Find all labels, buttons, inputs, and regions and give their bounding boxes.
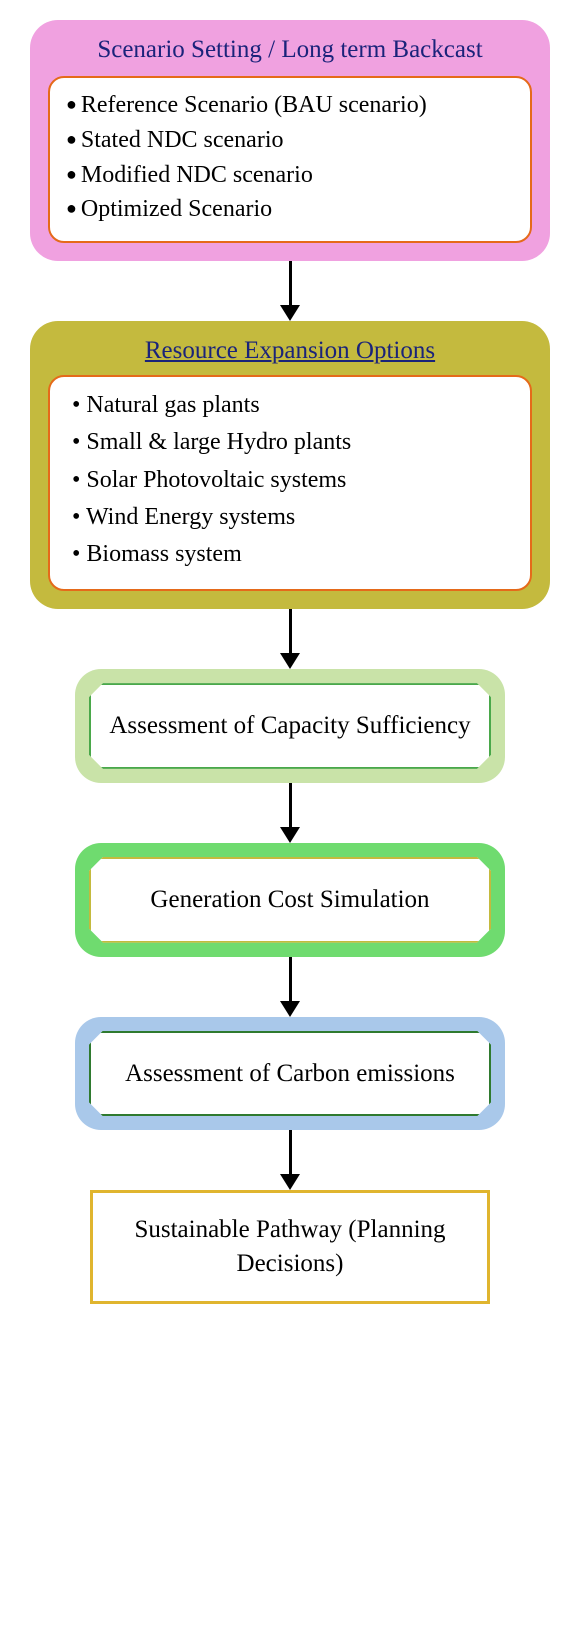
node-sustainable-pathway: Sustainable Pathway (Planning Decisions) <box>90 1190 490 1304</box>
arrow-down-icon <box>280 261 300 321</box>
node-carbon-emissions: Assessment of Carbon emissions <box>75 1017 505 1131</box>
scenario-item: Modified NDC scenario <box>66 158 514 193</box>
flowchart-container: Scenario Setting / Long term Backcast Re… <box>30 20 550 1304</box>
resource-item: Biomass system <box>72 536 512 573</box>
node-capacity-sufficiency: Assessment of Capacity Sufficiency <box>75 669 505 783</box>
arrow-down-icon <box>280 609 300 669</box>
node-scenario-list: Reference Scenario (BAU scenario) Stated… <box>66 88 514 227</box>
node-scenario-setting: Scenario Setting / Long term Backcast Re… <box>30 20 550 261</box>
resource-item: Wind Energy systems <box>72 499 512 536</box>
node-pathway-label: Sustainable Pathway (Planning Decisions) <box>134 1216 445 1277</box>
scenario-item: Stated NDC scenario <box>66 123 514 158</box>
resource-item: Small & large Hydro plants <box>72 424 512 461</box>
scenario-item: Optimized Scenario <box>66 192 514 227</box>
resource-item: Solar Photovoltaic systems <box>72 462 512 499</box>
scenario-item: Reference Scenario (BAU scenario) <box>66 88 514 123</box>
node-resource-inner: Natural gas plants Small & large Hydro p… <box>48 375 532 591</box>
node-scenario-title: Scenario Setting / Long term Backcast <box>48 36 532 64</box>
arrow-down-icon <box>280 783 300 843</box>
node-cost-label: Generation Cost Simulation <box>89 857 491 943</box>
resource-item: Natural gas plants <box>72 387 512 424</box>
arrow-down-icon <box>280 957 300 1017</box>
node-generation-cost: Generation Cost Simulation <box>75 843 505 957</box>
node-scenario-inner: Reference Scenario (BAU scenario) Stated… <box>48 76 532 243</box>
node-capacity-label: Assessment of Capacity Sufficiency <box>89 683 491 769</box>
node-resource-expansion: Resource Expansion Options Natural gas p… <box>30 321 550 609</box>
arrow-down-icon <box>280 1130 300 1190</box>
node-resource-list: Natural gas plants Small & large Hydro p… <box>72 387 512 573</box>
node-resource-title: Resource Expansion Options <box>48 337 532 365</box>
node-carbon-label: Assessment of Carbon emissions <box>89 1031 491 1117</box>
